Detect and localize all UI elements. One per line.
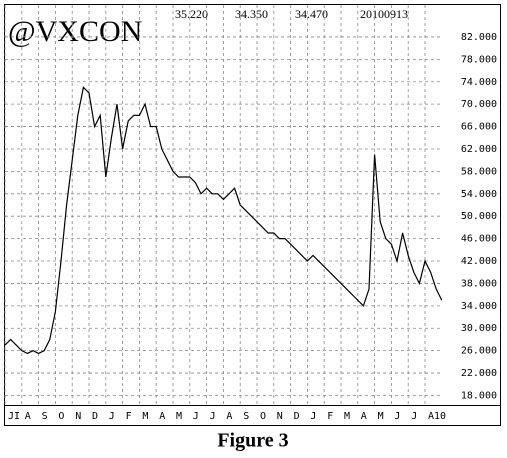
x-tick-label: M bbox=[344, 411, 350, 422]
x-tick-label: J bbox=[109, 411, 115, 422]
y-tick-label: 62.000 bbox=[461, 144, 497, 155]
x-tick-label: F bbox=[327, 411, 333, 422]
x-tick-label: A bbox=[361, 411, 367, 422]
x-tick-label: O bbox=[58, 411, 64, 422]
x-tick-label: J bbox=[411, 411, 417, 422]
x-tick-label: F bbox=[126, 411, 132, 422]
x-tick-label: J bbox=[193, 411, 199, 422]
x-tick-label: N bbox=[277, 411, 283, 422]
y-tick-label: 34.000 bbox=[461, 301, 497, 312]
x-tick-label: S bbox=[243, 411, 249, 422]
y-tick-label: 70.000 bbox=[461, 99, 497, 110]
x-tick-label: N bbox=[75, 411, 81, 422]
annotation: 20100913 bbox=[360, 7, 408, 21]
x-tick-label: M bbox=[142, 411, 148, 422]
y-tick-label: 58.000 bbox=[461, 166, 497, 177]
y-tick-label: 42.000 bbox=[461, 256, 497, 267]
y-tick-label: 38.000 bbox=[461, 278, 497, 289]
x-tick-label: M bbox=[378, 411, 384, 422]
y-tick-label: 18.000 bbox=[461, 390, 497, 401]
chart-frame bbox=[4, 4, 501, 426]
annotation: 34.350 bbox=[235, 7, 268, 21]
x-tick-label: D bbox=[92, 411, 98, 422]
y-tick-label: 82.000 bbox=[461, 32, 497, 43]
x-tick-label: D bbox=[294, 411, 300, 422]
x-tick-label: S bbox=[42, 411, 48, 422]
y-tick-label: 78.000 bbox=[461, 54, 497, 65]
y-tick-label: 66.000 bbox=[461, 122, 497, 133]
x-tick-label: J bbox=[210, 411, 216, 422]
caption: Figure 3 bbox=[217, 430, 288, 452]
y-tick-label: 54.000 bbox=[461, 189, 497, 200]
x-tick-label: A bbox=[159, 411, 165, 422]
price-line bbox=[4, 86, 443, 355]
x-tick-label: J bbox=[310, 411, 316, 422]
x-tick-label: O bbox=[260, 411, 266, 422]
y-tick-label: 26.000 bbox=[461, 346, 497, 357]
annotation: 35.220 bbox=[175, 7, 208, 21]
x-tick-label: A bbox=[226, 411, 232, 422]
chart-title: @VXCON bbox=[8, 15, 142, 48]
x-tick-label: J bbox=[394, 411, 400, 422]
x-tick-label: JI bbox=[8, 411, 20, 422]
y-tick-label: 30.000 bbox=[461, 323, 497, 334]
y-tick-label: 22.000 bbox=[461, 368, 497, 379]
y-tick-label: 50.000 bbox=[461, 211, 497, 222]
annotation: 34.470 bbox=[295, 7, 328, 21]
y-tick-label: 46.000 bbox=[461, 234, 497, 245]
y-tick-label: 74.000 bbox=[461, 77, 497, 88]
x-tick-label: A bbox=[25, 411, 31, 422]
x-tick-label: A10 bbox=[428, 411, 446, 422]
x-tick-label: M bbox=[176, 411, 182, 422]
